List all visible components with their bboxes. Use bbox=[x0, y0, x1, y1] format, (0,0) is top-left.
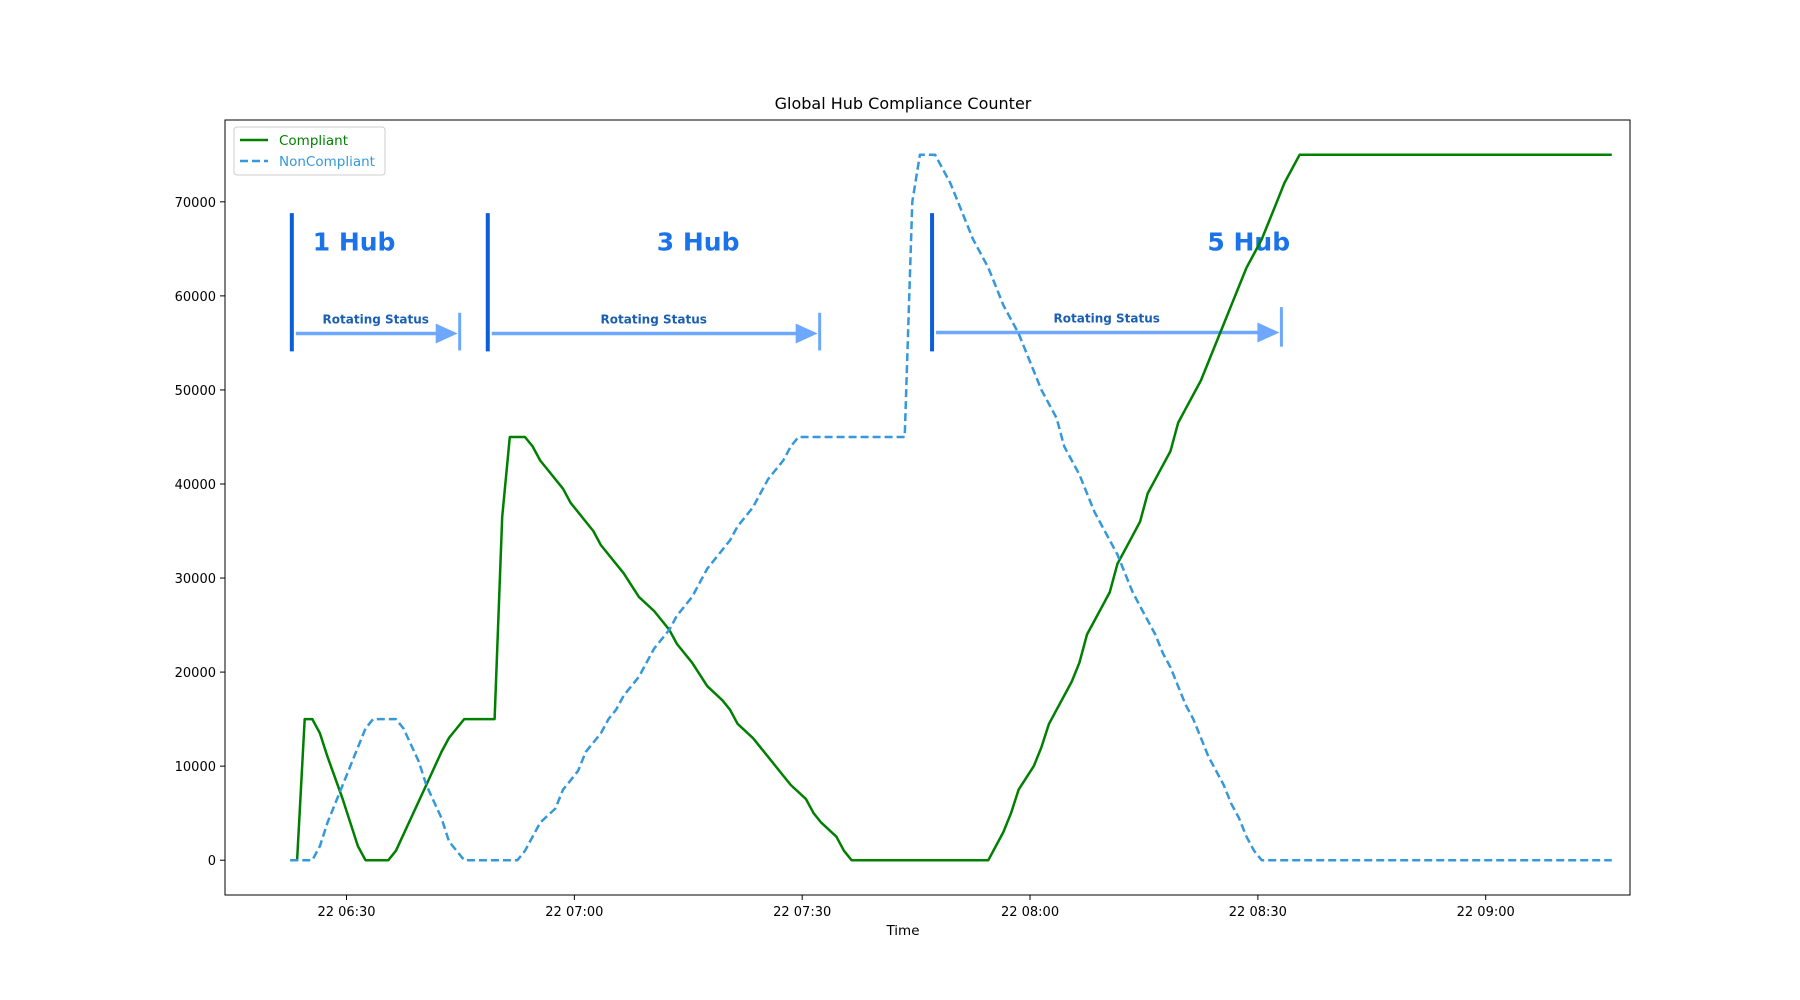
series-line-compliant bbox=[290, 153, 1612, 862]
series-line-noncompliant bbox=[290, 153, 1612, 862]
phase-arrow-head bbox=[1257, 322, 1280, 343]
hub-count-label: 3 Hub bbox=[657, 228, 740, 257]
series-layer bbox=[290, 153, 1612, 862]
phase-annotations: 1 Hub 3 Hub 5 Hub Rotating Status Rotating S… bbox=[289, 213, 1290, 352]
x-tick-label: 22 08:30 bbox=[1229, 905, 1287, 920]
legend-box bbox=[233, 126, 386, 176]
legend: Compliant NonCompliant bbox=[233, 126, 386, 176]
hub-count-label: 1 Hub bbox=[313, 228, 396, 257]
y-tick-label: 0 bbox=[208, 854, 216, 869]
y-tick-label: 70000 bbox=[175, 196, 216, 211]
chart-title: Global Hub Compliance Counter bbox=[775, 94, 1032, 113]
x-tick-label: 22 07:00 bbox=[545, 905, 603, 920]
y-tick-label: 20000 bbox=[175, 666, 216, 681]
x-tick-label: 22 07:30 bbox=[773, 905, 831, 920]
y-axis: 0 10000 20000 30000 40000 50000 60000 70000 bbox=[175, 196, 225, 869]
x-tick-label: 22 06:30 bbox=[317, 905, 375, 920]
x-tick-label: 22 09:00 bbox=[1457, 905, 1515, 920]
plot-frame bbox=[224, 119, 1631, 896]
y-tick-label: 60000 bbox=[175, 290, 216, 305]
y-tick-label: 10000 bbox=[175, 760, 216, 775]
x-axis: 22 06:30 22 07:00 22 07:30 22 08:00 22 08:30… bbox=[317, 895, 1515, 920]
phase-label: Rotating Status bbox=[323, 313, 429, 327]
phase-arrow-head bbox=[435, 323, 458, 344]
y-tick-label: 50000 bbox=[175, 384, 216, 399]
phase-arrow-head bbox=[795, 323, 818, 344]
phase-label: Rotating Status bbox=[601, 313, 707, 327]
phase-label: Rotating Status bbox=[1054, 312, 1160, 326]
y-tick-label: 30000 bbox=[175, 572, 216, 587]
x-axis-label: Time bbox=[885, 923, 919, 939]
hub-count-label: 5 Hub bbox=[1207, 228, 1290, 257]
legend-label-compliant: Compliant bbox=[279, 133, 348, 149]
y-tick-label: 40000 bbox=[175, 478, 216, 493]
legend-label-noncompliant: NonCompliant bbox=[279, 154, 375, 170]
x-tick-label: 22 08:00 bbox=[1001, 905, 1059, 920]
